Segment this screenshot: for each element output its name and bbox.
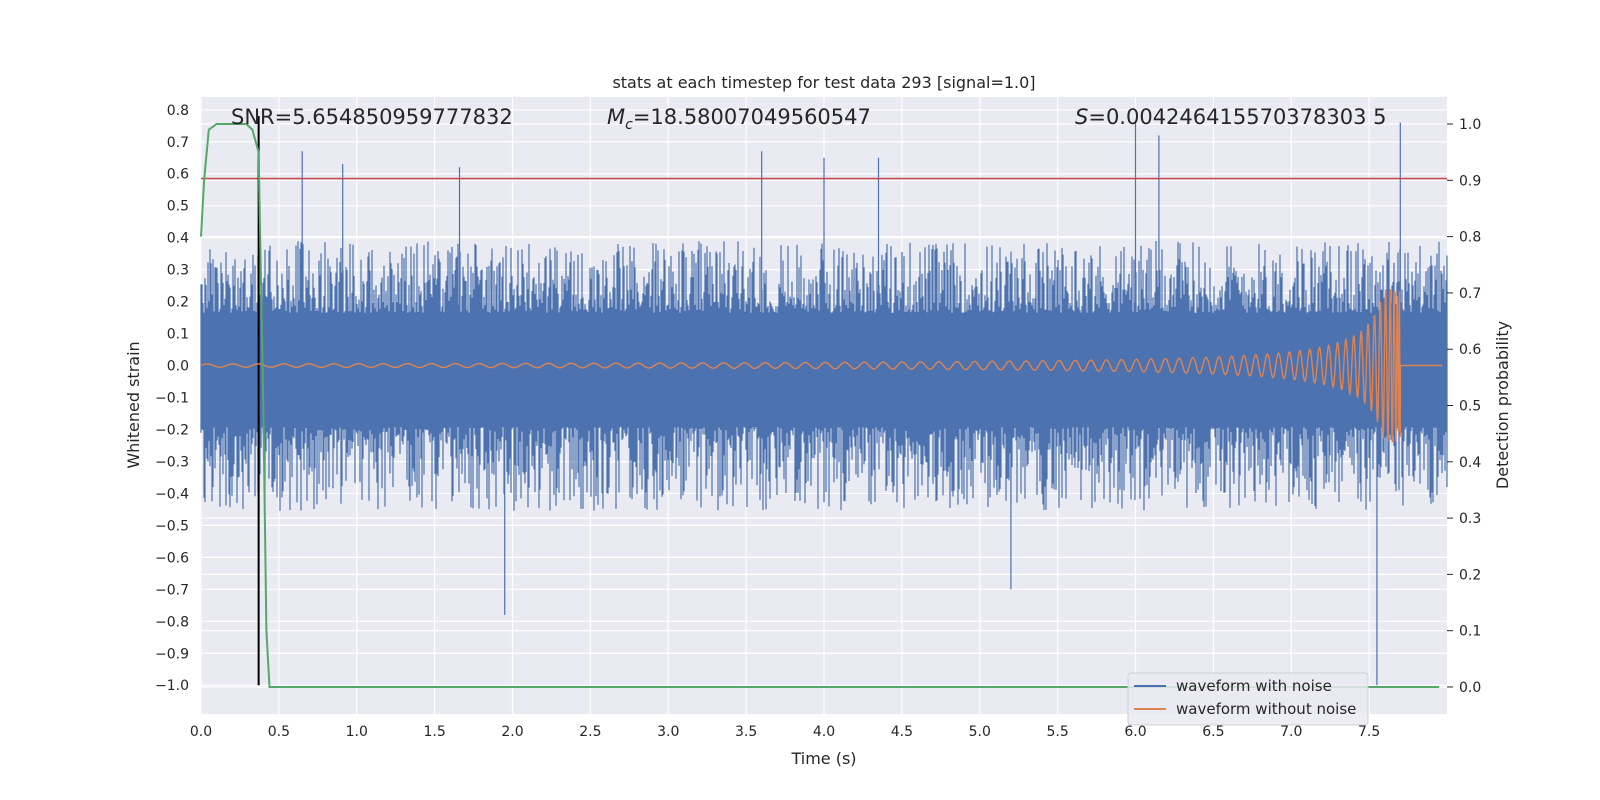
x-tick-label: 3.0 [657,724,679,740]
x-tick-label: 2.5 [579,724,601,740]
x-tick-label: 1.5 [423,724,445,740]
probability-line [200,123,1440,688]
x-tick-label: 0.5 [268,724,290,740]
y-axis-ticks: −1.0 −0.9 −0.8 −0.7 −0.6 −0.5 −0.4 −0.3 −0.2 −0.1… [155,103,189,694]
y-tick-label: 0.1 [167,327,189,343]
chirp-mass-subscript: c [625,117,633,133]
y-tick-label: −1.0 [155,678,189,694]
y2-tick-label: 0.0 [1459,680,1481,696]
chart-title: stats at each timestep for test data 293… [612,73,1035,92]
snr-annotation: SNR=5.654850959777832 [231,105,513,129]
y2-tick-label: 0.2 [1459,567,1481,583]
y-tick-label: 0.5 [167,199,189,215]
s-value: =0.004246415570378303 5 [1088,105,1386,129]
x-tick-label: 5.0 [969,724,991,740]
y-tick-label: −0.3 [155,454,189,470]
probability-series [200,123,1440,688]
y-tick-label: −0.7 [155,582,189,598]
chirp-mass-value: =18.58007049560547 [633,105,871,129]
x-tick-label: 6.0 [1124,724,1146,740]
y-tick-label: −0.5 [155,518,189,534]
y-axis-label: Whitened strain [124,341,143,468]
s-symbol: S [1075,105,1088,129]
legend-label-clean: waveform without noise [1176,700,1356,718]
y2-axis-label: Detection probability [1493,321,1512,489]
clean-waveform-series [200,289,1443,443]
x-axis-label: Time (s) [790,749,856,768]
x-tick-label: 5.5 [1046,724,1068,740]
s-annotation: S=0.004246415570378303 5 [1075,105,1387,129]
x-tick-label: 0.0 [190,724,212,740]
y2-tick-label: 0.9 [1459,173,1481,189]
legend-box [1127,672,1369,726]
y-tick-label: 0.0 [167,359,189,375]
x-tick-label: 6.5 [1202,724,1224,740]
y-tick-label: −0.4 [155,486,189,502]
y-tick-label: 0.7 [167,135,189,151]
overlay-lines [201,116,1447,686]
x-axis-ticks: 0.0 0.5 1.0 1.5 2.0 2.5 3.0 3.5 4.0 4.5 5.0 5.5 6.0 6… [190,724,1380,740]
y-tick-label: −0.8 [155,614,189,630]
y-tick-label: −0.2 [155,422,189,438]
x-tick-label: 4.0 [813,724,835,740]
y-tick-label: 0.2 [167,295,189,311]
chirp-mass-annotation: Mc=18.58007049560547 [607,105,871,133]
y-tick-label: 0.3 [167,263,189,279]
y-tick-label: 0.6 [167,167,189,183]
y-tick-label: −0.6 [155,550,189,566]
x-tick-label: 4.5 [891,724,913,740]
y-tick-label: −0.9 [155,646,189,662]
y2-tick-label: 0.3 [1459,511,1481,527]
y-tick-label: −0.1 [155,391,189,407]
clean-waveform-line [200,289,1443,443]
chirp-mass-symbol: M [607,105,625,129]
y2-tick-label: 0.6 [1459,342,1481,358]
x-tick-label: 2.0 [501,724,523,740]
y2-tick-label: 0.5 [1459,399,1481,415]
y2-tick-label: 0.7 [1459,286,1481,302]
y2-axis-ticks: 0.0 0.1 0.2 0.3 0.4 0.5 0.6 0.7 0.8 0.9 1.0 [1447,117,1481,696]
y2-tick-label: 0.8 [1459,230,1481,246]
legend: waveform with noise waveform without noi… [1127,672,1369,726]
y-tick-label: 0.4 [167,231,189,247]
x-tick-label: 3.5 [735,724,757,740]
y-tick-label: 0.8 [167,103,189,119]
legend-label-noisy: waveform with noise [1176,677,1332,695]
y2-tick-label: 0.1 [1459,624,1481,640]
x-tick-label: 7.0 [1280,724,1302,740]
y2-tick-label: 1.0 [1459,117,1481,133]
y2-tick-label: 0.4 [1459,455,1481,471]
x-tick-label: 7.5 [1358,724,1380,740]
x-tick-label: 1.0 [346,724,368,740]
